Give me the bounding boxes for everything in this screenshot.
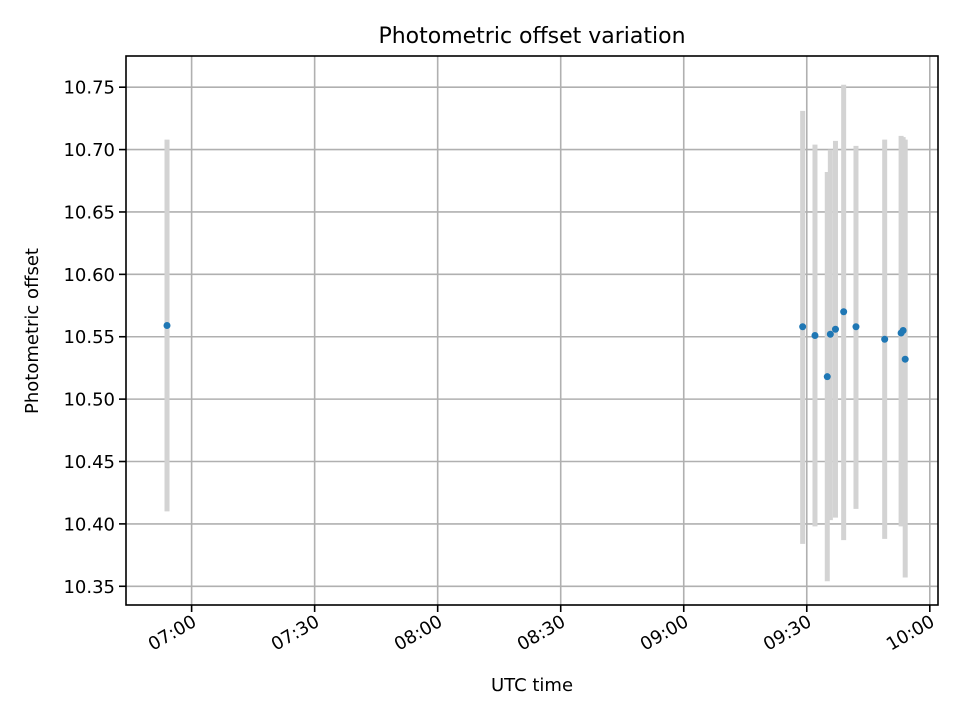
- data-point: [811, 331, 819, 339]
- y-tick-label: 10.55: [63, 327, 115, 348]
- y-tick-label: 10.50: [63, 390, 115, 411]
- y-tick-label: 10.35: [63, 577, 115, 598]
- y-tick-label: 10.75: [63, 78, 115, 99]
- x-tick-label: 10:00: [883, 611, 938, 655]
- errorbar-layer: [164, 84, 908, 582]
- x-tick-label: 08:00: [391, 611, 446, 655]
- data-point: [899, 327, 907, 334]
- plot-frame: [125, 55, 939, 606]
- x-tick-label: 08:30: [514, 611, 569, 655]
- x-tick-label: 09:30: [760, 611, 815, 655]
- data-point: [826, 330, 834, 338]
- x-axis-label: UTC time: [491, 675, 573, 696]
- data-point: [881, 335, 889, 343]
- data-point: [163, 322, 171, 330]
- chart-title: Photometric offset variation: [378, 24, 685, 49]
- y-tick-label: 10.40: [63, 514, 115, 535]
- data-point: [831, 325, 839, 333]
- data-point: [823, 373, 831, 381]
- x-tick-label: 09:00: [637, 611, 692, 655]
- y-axis-label: Photometric offset: [22, 248, 43, 414]
- y-tick-label: 10.60: [63, 265, 115, 286]
- data-point: [799, 323, 807, 331]
- data-point: [840, 308, 848, 316]
- x-tick-label: 07:00: [145, 611, 200, 655]
- y-tick-label: 10.45: [63, 452, 115, 473]
- y-tick-label: 10.65: [63, 202, 115, 223]
- x-tick-label: 07:30: [268, 611, 323, 655]
- data-point: [852, 323, 860, 331]
- data-point: [901, 355, 909, 363]
- point-layer: [163, 308, 909, 381]
- y-tick-label: 10.70: [63, 140, 115, 161]
